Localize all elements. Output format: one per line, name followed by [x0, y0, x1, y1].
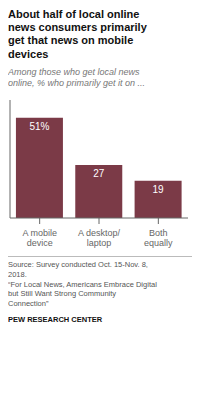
html-text:PEW RESEARCH CENTER: PEW RESEARCH CENTER: [8, 314, 103, 324]
svg-text:19: 19: [153, 184, 165, 195]
svg-text:Bothequally: Bothequally: [144, 228, 173, 248]
html-text:Source: Survey conducted Oct.: Source: Survey conducted Oct. 15-Nov. 8,…: [8, 260, 157, 309]
svg-text:A desktop/laptop: A desktop/laptop: [78, 228, 121, 248]
html-text:About half of local online new: About half of local online news consumer…: [8, 8, 147, 60]
svg-text:27: 27: [93, 168, 105, 179]
svg-text:A mobiledevice: A mobiledevice: [22, 228, 57, 248]
html-text:Among those who get local news: Among those who get local news online, %…: [8, 66, 146, 89]
svg-text:51%: 51%: [29, 121, 49, 132]
